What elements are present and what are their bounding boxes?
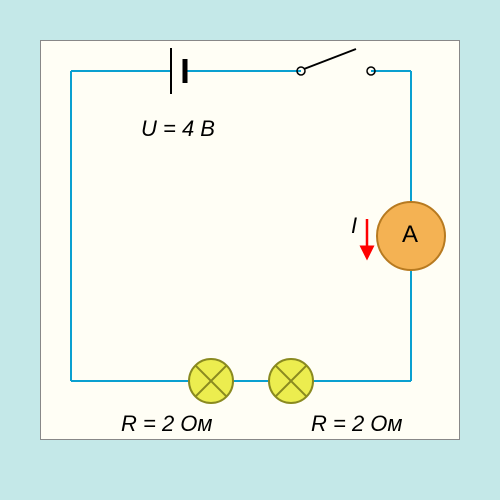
voltage-label: U = 4 В — [141, 116, 215, 142]
ammeter-label: A — [402, 221, 418, 249]
current-label: I — [351, 213, 357, 239]
resistor-left-label: R = 2 Ом — [121, 411, 213, 437]
wire-group — [71, 71, 411, 381]
resistor-right-label: R = 2 Ом — [311, 411, 403, 437]
circuit-svg — [41, 41, 461, 441]
circuit-diagram: U = 4 В I A R = 2 Ом R = 2 Ом — [40, 40, 460, 440]
switch-symbol — [297, 49, 375, 75]
battery-symbol — [171, 48, 185, 94]
